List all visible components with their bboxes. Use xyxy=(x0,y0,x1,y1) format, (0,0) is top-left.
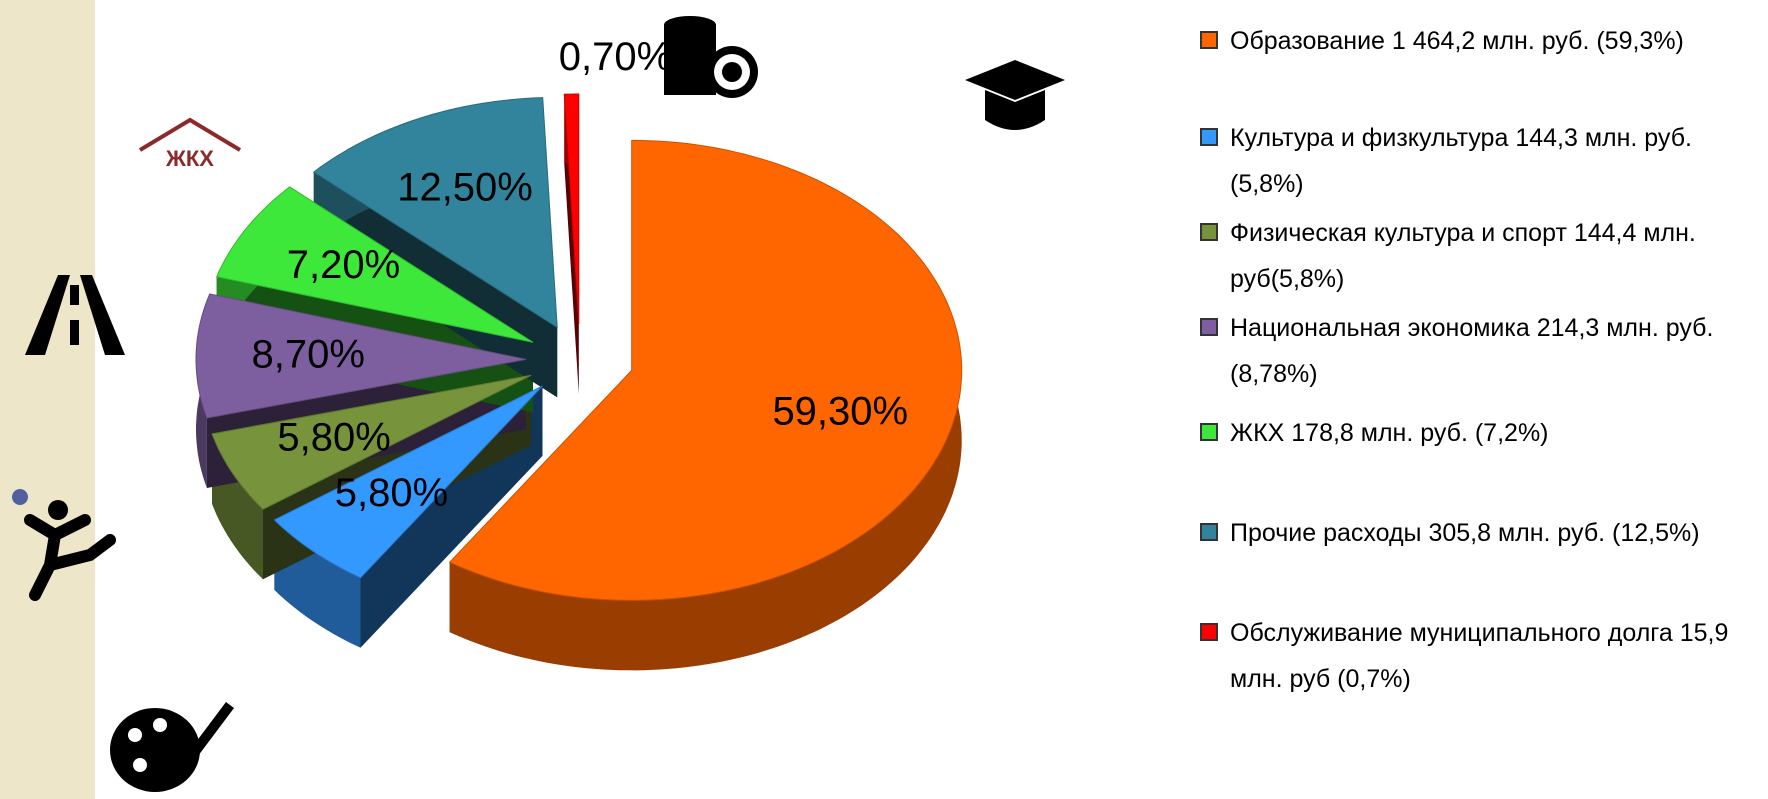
legend-swatch xyxy=(1200,31,1218,49)
slice-side xyxy=(564,94,579,394)
data-label: 59,30% xyxy=(772,390,908,434)
icon-graduation xyxy=(965,60,1065,130)
slice xyxy=(273,385,543,579)
slice xyxy=(448,139,963,601)
legend-swatch xyxy=(1200,223,1218,241)
legend-swatch xyxy=(1200,423,1218,441)
icon-label: ЖКХ xyxy=(165,146,214,171)
slice xyxy=(211,374,532,510)
legend-entry: Физическая культура и спорт 144,4 млн. р… xyxy=(1200,210,1760,302)
legend-label: Культура и физкультура 144,3 млн. руб. (… xyxy=(1230,124,1692,198)
data-label: 8,70% xyxy=(252,333,365,377)
legend-label: Обслуживание муниципального долга 15,9 м… xyxy=(1230,619,1729,693)
icon-coins xyxy=(650,8,760,108)
legend-entry: ЖКХ 178,8 млн. руб. (7,2%) xyxy=(1200,410,1760,456)
icon-road xyxy=(25,275,125,355)
legend-label: Образование 1 464,2 млн. руб. (59,3%) xyxy=(1230,27,1684,55)
icon-sport xyxy=(12,489,116,601)
legend-swatch xyxy=(1200,523,1218,541)
data-label: 5,80% xyxy=(335,471,448,515)
legend-swatch xyxy=(1200,623,1218,641)
icon-palette xyxy=(110,702,234,792)
data-label: 12,50% xyxy=(397,165,533,209)
legend-label: Физическая культура и спорт 144,4 млн. р… xyxy=(1230,219,1696,293)
legend-entry: Образование 1 464,2 млн. руб. (59,3%) xyxy=(1200,18,1760,64)
legend-entry: Национальная экономика 214,3 млн. руб. (… xyxy=(1200,305,1760,397)
slice xyxy=(215,186,534,343)
data-label: 5,80% xyxy=(277,416,390,460)
legend-entry: Культура и физкультура 144,3 млн. руб. (… xyxy=(1200,115,1760,207)
data-label: 0,70% xyxy=(559,35,672,79)
slice-side xyxy=(449,140,962,671)
legend-label: Национальная экономика 214,3 млн. руб. (… xyxy=(1230,314,1714,388)
data-label: 7,20% xyxy=(287,243,400,287)
icon-housing: ЖКХ xyxy=(138,117,242,171)
legend-label: Прочие расходы 305,8 млн. руб. (12,5%) xyxy=(1230,519,1700,547)
slice xyxy=(563,93,580,325)
slice xyxy=(195,293,527,419)
legend-entry: Прочие расходы 305,8 млн. руб. (12,5%) xyxy=(1200,510,1760,556)
side-strip xyxy=(0,0,95,799)
legend-entry: Обслуживание муниципального долга 15,9 м… xyxy=(1200,610,1760,702)
legend-label: ЖКХ 178,8 млн. руб. (7,2%) xyxy=(1230,419,1549,447)
slice xyxy=(312,97,558,329)
legend-swatch xyxy=(1200,128,1218,146)
legend-swatch xyxy=(1200,318,1218,336)
